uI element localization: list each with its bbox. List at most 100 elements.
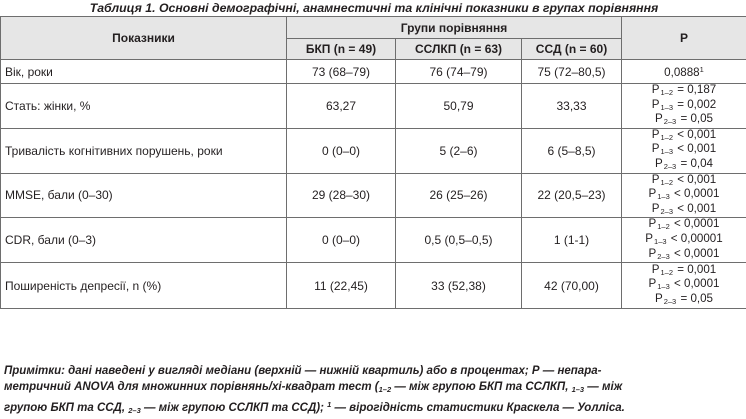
notes-sup: 1 (327, 400, 332, 409)
cell-p-value: Р1–2 < 0,0001 Р1–3 < 0,00001 Р2–3 < 0,0001 (621, 217, 746, 264)
cell-ssd: 42 (70,00) (521, 262, 622, 310)
p-value-sub: 1–3 (657, 282, 670, 292)
p-value-post: < 0,001 (677, 201, 717, 215)
cell-p-value: Р1–2 < 0,001 Р1–3 < 0,0001 Р2–3 < 0,001 (621, 172, 746, 219)
table-row: Стать: жінки, % 63,27 50,79 33,33 Р1–2 = 0,1… (0, 83, 746, 129)
cell-sslkp: 50,79 (395, 83, 522, 129)
p-value-line: Р1–2 < 0,001 (622, 172, 746, 189)
p-value-post: < 0,0001 (674, 246, 720, 260)
cell-p-value: Р1–2 < 0,001 Р1–3 < 0,001 Р2–3 = 0,04 (621, 127, 746, 174)
cell-bkp: 63,27 (286, 83, 396, 129)
row-label: Стать: жінки, % (0, 83, 287, 129)
cell-bkp: 73 (68–79) (286, 59, 396, 84)
notes-text: групою БКП та ССД, (4, 402, 129, 414)
p-value-sub: 2–3 (660, 206, 673, 216)
p-value-sub: 1–2 (660, 177, 673, 187)
p-value-pre: Р (648, 217, 657, 231)
p-value-line: Р1–2 = 0,187 (622, 84, 746, 99)
cell-p-value: 0,08881 (621, 59, 746, 84)
p-value-line: Р1–3 = 0,002 (622, 97, 746, 114)
cell-bkp: 0 (0–0) (286, 217, 396, 264)
p-value-post: < 0,0001 (674, 277, 720, 291)
notes-line-1: Примітки: дані наведені у вигляді медіан… (4, 365, 602, 377)
p-value-post: < 0,001 (677, 172, 717, 186)
p-value-line: Р2–3 = 0,05 (622, 113, 746, 128)
p-value-sub: 2–3 (663, 161, 677, 171)
p-value-line: Р1–2 = 0,001 (622, 262, 746, 279)
p-value-post: = 0,187 (677, 83, 717, 96)
table-row: CDR, бали (0–3) 0 (0–0) 0,5 (0,5–0,5) 1 (1-… (0, 217, 746, 264)
p-value-pre: Р (651, 142, 660, 156)
table-row: MMSE, бали (0–30) 29 (28–30) 26 (25–26) 22 … (0, 172, 746, 219)
p-value-line: Р1–3 < 0,00001 (622, 233, 746, 248)
p-value-pre: Р (654, 291, 663, 305)
row-label: Тривалість когнітивних порушень, роки (0, 127, 287, 174)
cell-ssd: 33,33 (521, 83, 622, 129)
cell-sslkp: 33 (52,38) (395, 262, 522, 310)
p-value-pre: Р (645, 231, 654, 245)
cell-bkp: 11 (22,45) (286, 262, 396, 310)
p-value-sub: 1–2 (660, 267, 673, 277)
p-value-post: < 0,0001 (674, 217, 720, 231)
p-value-post: = 0,04 (680, 156, 714, 170)
p-value-sub: 1–3 (654, 236, 667, 246)
p-value-sub: 2–3 (663, 296, 677, 306)
table-row: Поширеність депресії, n (%) 11 (22,45) 33 … (0, 262, 746, 310)
cell-ssd: 6 (5–8,5) (521, 127, 622, 174)
p-value-pre: Р (651, 262, 660, 276)
notes-line-2: метричний ANOVA для множинних порівнянь/… (4, 380, 744, 398)
notes-text: — між групою ССЛКП та ССД); (140, 402, 328, 414)
p-value-sub: 2–3 (663, 117, 677, 127)
cell-sslkp: 26 (25–26) (395, 172, 522, 219)
p-value-pre: Р (648, 246, 657, 260)
p-value-line: Р2–3 = 0,04 (622, 158, 746, 173)
p-value-sub: 1–3 (657, 192, 670, 202)
p-value-line: Р1–3 < 0,0001 (622, 188, 746, 203)
p-value-sub: 1–3 (660, 102, 673, 112)
row-label: MMSE, бали (0–30) (0, 172, 287, 219)
notes-text: — вірогідність статистики Краскела — Уол… (331, 402, 625, 414)
cell-sslkp: 76 (74–79) (395, 59, 522, 84)
p-value-pre: Р (651, 127, 660, 141)
p-value-post: = 0,05 (680, 291, 714, 305)
cell-sslkp: 0,5 (0,5–0,5) (395, 217, 522, 264)
notes-line-3: групою БКП та ССД, 2–3 — між групою ССЛК… (4, 397, 744, 419)
p-value-post: < 0,00001 (670, 231, 723, 245)
p-value-line: Р2–3 < 0,0001 (622, 246, 746, 263)
notes-sub: 1–3 (571, 384, 585, 394)
p-value-line: Р1–2 < 0,0001 (622, 218, 746, 233)
cell-p-value: Р1–2 = 0,001 Р1–3 < 0,0001 Р2–3 = 0,05 (621, 262, 746, 310)
cell-ssd: 1 (1-1) (521, 217, 622, 264)
p-value-post: = 0,001 (677, 262, 717, 276)
p-value-pre: Р (651, 97, 660, 111)
cell-bkp: 29 (28–30) (286, 172, 396, 219)
cell-bkp: 0 (0–0) (286, 127, 396, 174)
p-value-post: < 0,001 (677, 127, 717, 141)
p-value-pre: Р (651, 172, 660, 186)
table-caption: Таблиця 1. Основні демографічні, анамнес… (89, 1, 659, 15)
header-col-sslkp: ССЛКП (n = 63) (395, 38, 522, 60)
row-label: Поширеність депресії, n (%) (0, 262, 287, 310)
cell-p-value: Р1–2 = 0,187 Р1–3 = 0,002 Р2–3 = 0,05 (621, 83, 746, 129)
row-label: CDR, бали (0–3) (0, 217, 287, 264)
p-value-sub: 1–2 (660, 132, 673, 142)
cell-sslkp: 5 (2–6) (395, 127, 522, 174)
cell-ssd: 22 (20,5–23) (521, 172, 622, 219)
p-value-post: < 0,001 (677, 142, 717, 156)
p-value-post: < 0,0001 (674, 187, 720, 201)
p-value-line: Р1–3 < 0,0001 (622, 278, 746, 293)
p-value-sub: 1–2 (657, 222, 670, 232)
p-value-line: Р1–3 < 0,001 (622, 143, 746, 158)
header-col-ssd: ССД (n = 60) (521, 38, 622, 60)
table-notes: Примітки: дані наведені у вигляді медіан… (4, 364, 744, 419)
p-value-pre: Р (651, 201, 660, 215)
table-row: Тривалість когнітивних порушень, роки 0 (… (0, 127, 746, 174)
notes-sub: 2–3 (128, 406, 141, 415)
p-value-line: Р2–3 < 0,001 (622, 201, 746, 218)
p-value-pre: Р (648, 277, 657, 291)
notes-text: метричний ANOVA для множинних порівнянь/… (4, 380, 379, 393)
header-col-bkp: БКП (n = 49) (286, 38, 396, 60)
p-value-sub: 2–3 (657, 251, 670, 261)
p-value-post: = 0,05 (680, 112, 714, 126)
p-value-line: 0,08881 (622, 64, 746, 79)
